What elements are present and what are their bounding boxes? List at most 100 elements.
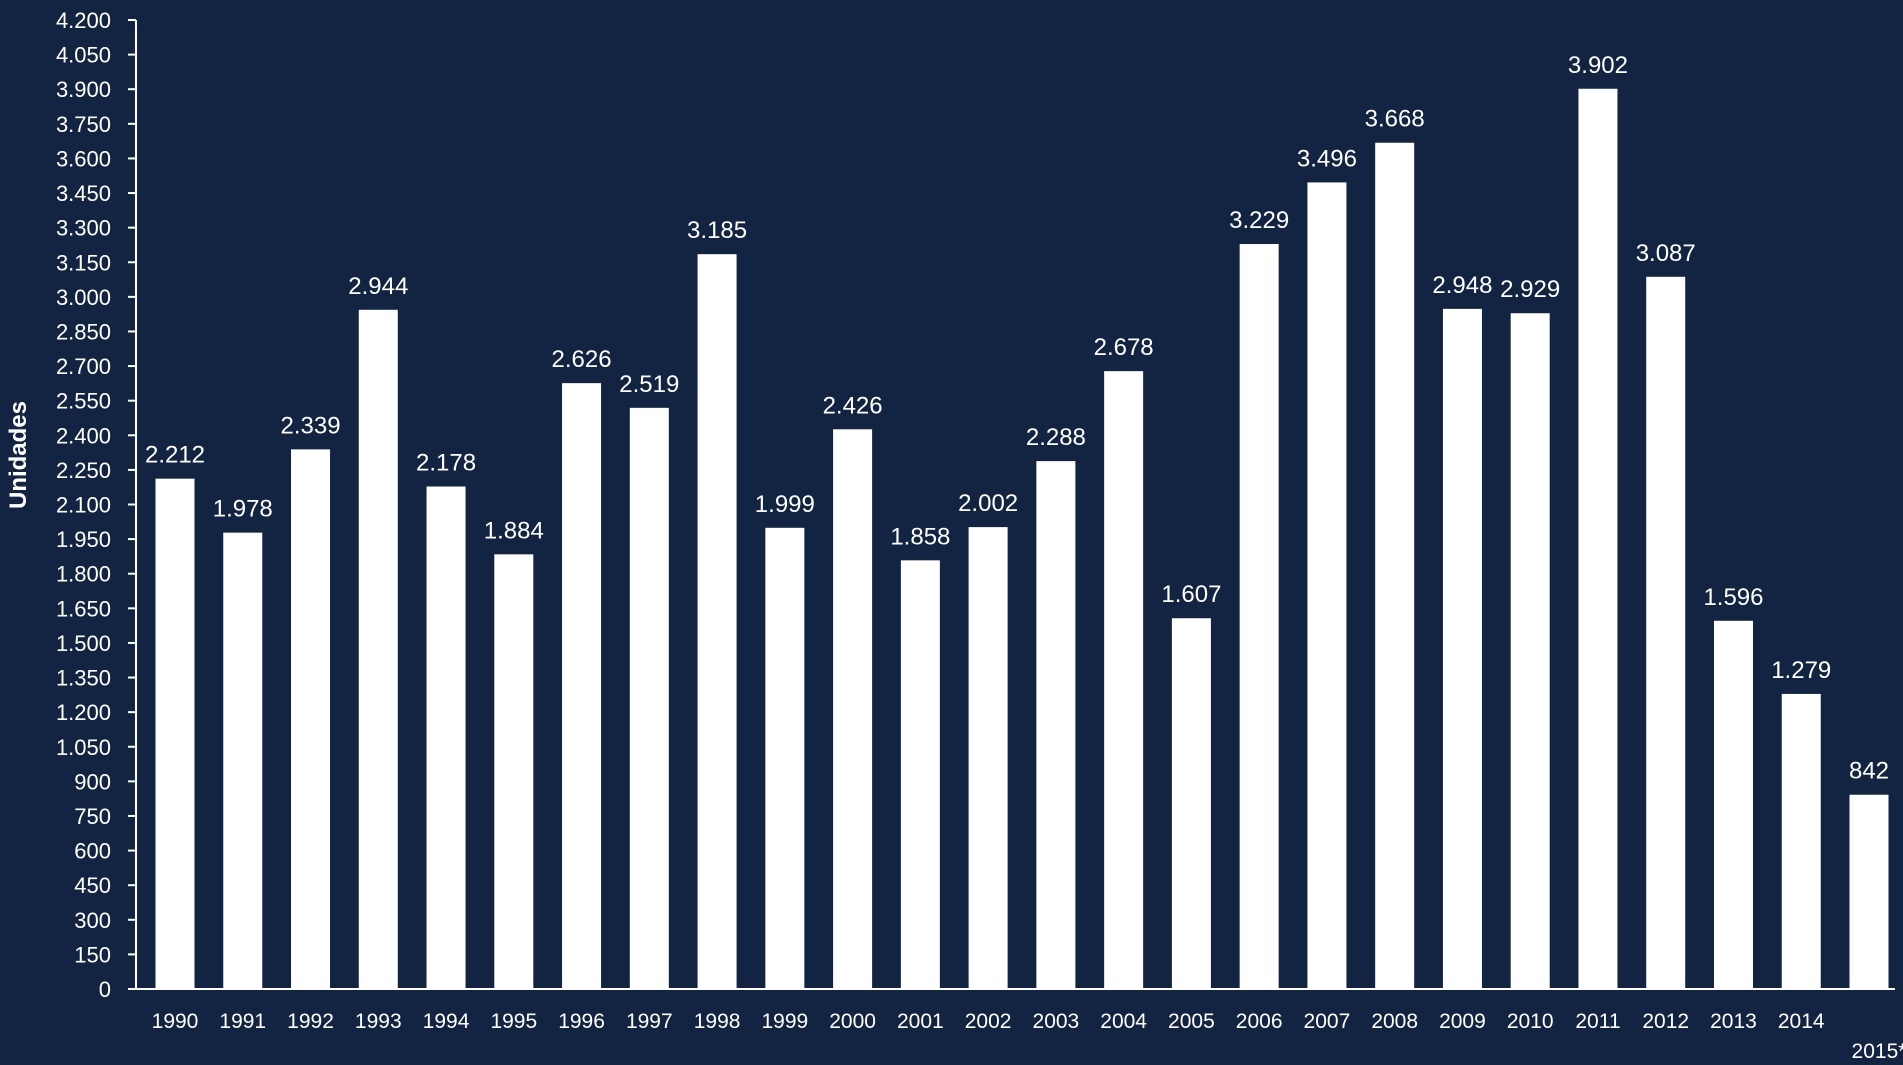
x-tick-label: 2015* (1852, 1040, 1903, 1063)
bar-value-label: 1.607 (1161, 581, 1221, 608)
x-tick-label: 1992 (287, 1010, 334, 1033)
x-tick-label: 2004 (1100, 1010, 1147, 1033)
bar-2007 (1307, 182, 1347, 989)
bar-1991 (223, 532, 263, 989)
bar-2009 (1442, 308, 1482, 990)
x-tick-label: 2002 (965, 1010, 1012, 1033)
y-tick-label: 2.850 (56, 319, 111, 344)
y-tick-label: 3.000 (56, 285, 111, 310)
y-tick-label: 2.100 (56, 493, 111, 518)
y-tick-label: 1.050 (56, 735, 111, 760)
bar-value-label: 1.279 (1771, 657, 1831, 684)
bar-2003 (1036, 461, 1076, 989)
y-tick-label: 900 (74, 769, 111, 794)
x-tick-label: 2003 (1033, 1010, 1080, 1033)
bar-1999 (765, 527, 805, 989)
bar-value-label: 1.884 (484, 517, 544, 544)
bar-value-label: 2.339 (280, 412, 340, 439)
x-tick-label: 1998 (694, 1010, 741, 1033)
bar-value-label: 2.426 (823, 392, 883, 419)
bar-value-label: 2.944 (348, 273, 408, 300)
y-tick-label: 3.600 (56, 146, 111, 171)
bar-value-label: 842 (1849, 758, 1889, 785)
bar-1994 (426, 486, 466, 989)
bar-2005 (1171, 618, 1211, 989)
bar-value-label: 2.929 (1500, 276, 1560, 303)
y-tick-label: 1.350 (56, 666, 111, 691)
x-tick-label: 2006 (1236, 1010, 1283, 1033)
x-tick-label: 2005 (1168, 1010, 1215, 1033)
y-tick-label: 4.050 (56, 43, 111, 68)
y-tick-label: 1.650 (56, 596, 111, 621)
bar-2006 (1239, 244, 1279, 990)
bar-value-label: 2.678 (1094, 334, 1154, 361)
bar-1993 (358, 309, 398, 990)
bar-2001 (900, 560, 940, 989)
bar-2010 (1510, 313, 1550, 989)
bar-value-label: 2.288 (1026, 424, 1086, 451)
x-tick-label: 1996 (558, 1010, 605, 1033)
y-tick-label: 1.500 (56, 631, 111, 656)
y-tick-label: 150 (74, 942, 111, 967)
x-tick-label: 2013 (1710, 1010, 1757, 1033)
y-tick-label: 3.900 (56, 77, 111, 102)
bar-value-label: 3.229 (1229, 207, 1289, 234)
bar-2008 (1375, 142, 1415, 990)
bar-value-label: 1.999 (755, 491, 815, 518)
bar-value-label: 2.948 (1432, 272, 1492, 299)
y-axis-label: Unidades (5, 401, 32, 509)
bar-2004 (1104, 371, 1144, 989)
y-tick-label: 4.200 (56, 8, 111, 33)
bar-value-label: 3.185 (687, 217, 747, 244)
bar-value-label: 1.978 (213, 496, 273, 523)
y-tick-label: 450 (74, 873, 111, 898)
y-tick-label: 2.550 (56, 389, 111, 414)
x-tick-label: 1994 (423, 1010, 470, 1033)
y-tick-label: 750 (74, 804, 111, 829)
bar-2012 (1646, 276, 1686, 989)
x-tick-label: 2011 (1575, 1010, 1620, 1033)
bar-value-label: 1.596 (1703, 584, 1763, 611)
x-tick-label: 1999 (761, 1010, 808, 1033)
bar-value-label: 3.496 (1297, 145, 1357, 172)
y-tick-label: 600 (74, 839, 111, 864)
x-tick-label: 2007 (1304, 1010, 1351, 1033)
x-tick-label: 1993 (355, 1010, 402, 1033)
x-tick-label: 2008 (1371, 1010, 1418, 1033)
x-axis-labels: 1990 1991 1992 1993 1994 1995 1996 1997 1998 1999… (152, 1010, 1903, 1063)
bar-1995 (494, 554, 534, 989)
bar-2015 (1849, 794, 1889, 989)
y-tick-label: 2.250 (56, 458, 111, 483)
y-tick-label: 0 (99, 977, 111, 1002)
bar-2000 (833, 429, 873, 990)
y-tick-label: 3.150 (56, 250, 111, 275)
bar-2013 (1713, 620, 1753, 989)
bar-1996 (562, 383, 602, 989)
bar-value-label: 2.002 (958, 490, 1018, 517)
y-tick-label: 3.300 (56, 216, 111, 241)
bar-2014 (1781, 693, 1821, 989)
bar-value-label: 3.902 (1568, 52, 1628, 79)
bar-value-label: 1.858 (890, 523, 950, 550)
bar-value-label: 2.626 (552, 346, 612, 373)
x-tick-label: 1995 (490, 1010, 537, 1033)
bar-value-label: 3.087 (1636, 240, 1696, 267)
x-tick-label: 2012 (1642, 1010, 1689, 1033)
bar-2011 (1578, 88, 1618, 989)
bar-1998 (697, 254, 737, 990)
x-tick-label: 2010 (1507, 1010, 1554, 1033)
bar-value-label: 2.212 (145, 442, 205, 469)
bar-value-label: 2.519 (619, 371, 679, 398)
bars-group (155, 88, 1889, 990)
y-axis-ticks: 0 150 300 450 600 750 900 1.050 1.200 1.350 1.500 1… (56, 8, 136, 1002)
bar-2002 (968, 527, 1008, 989)
y-tick-label: 1.800 (56, 562, 111, 587)
x-tick-label: 1997 (626, 1010, 673, 1033)
x-tick-label: 1991 (219, 1010, 266, 1033)
bar-1997 (629, 407, 669, 990)
x-tick-label: 2001 (897, 1010, 944, 1033)
x-tick-label: 2009 (1439, 1010, 1486, 1033)
bar-value-label: 2.178 (416, 450, 476, 477)
y-tick-label: 2.400 (56, 423, 111, 448)
